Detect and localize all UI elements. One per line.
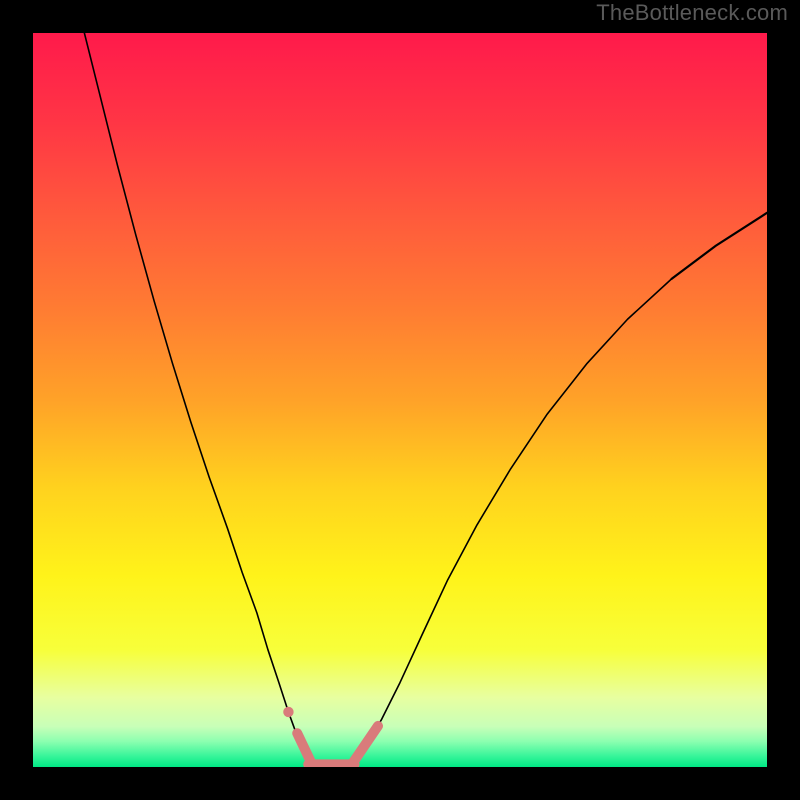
chart-frame: TheBottleneck.com	[0, 0, 800, 800]
bottleneck-curve-chart	[33, 33, 767, 767]
gradient-background	[33, 33, 767, 767]
plot-area	[33, 33, 767, 767]
highlight-dot	[283, 707, 293, 717]
watermark-text: TheBottleneck.com	[596, 0, 788, 26]
